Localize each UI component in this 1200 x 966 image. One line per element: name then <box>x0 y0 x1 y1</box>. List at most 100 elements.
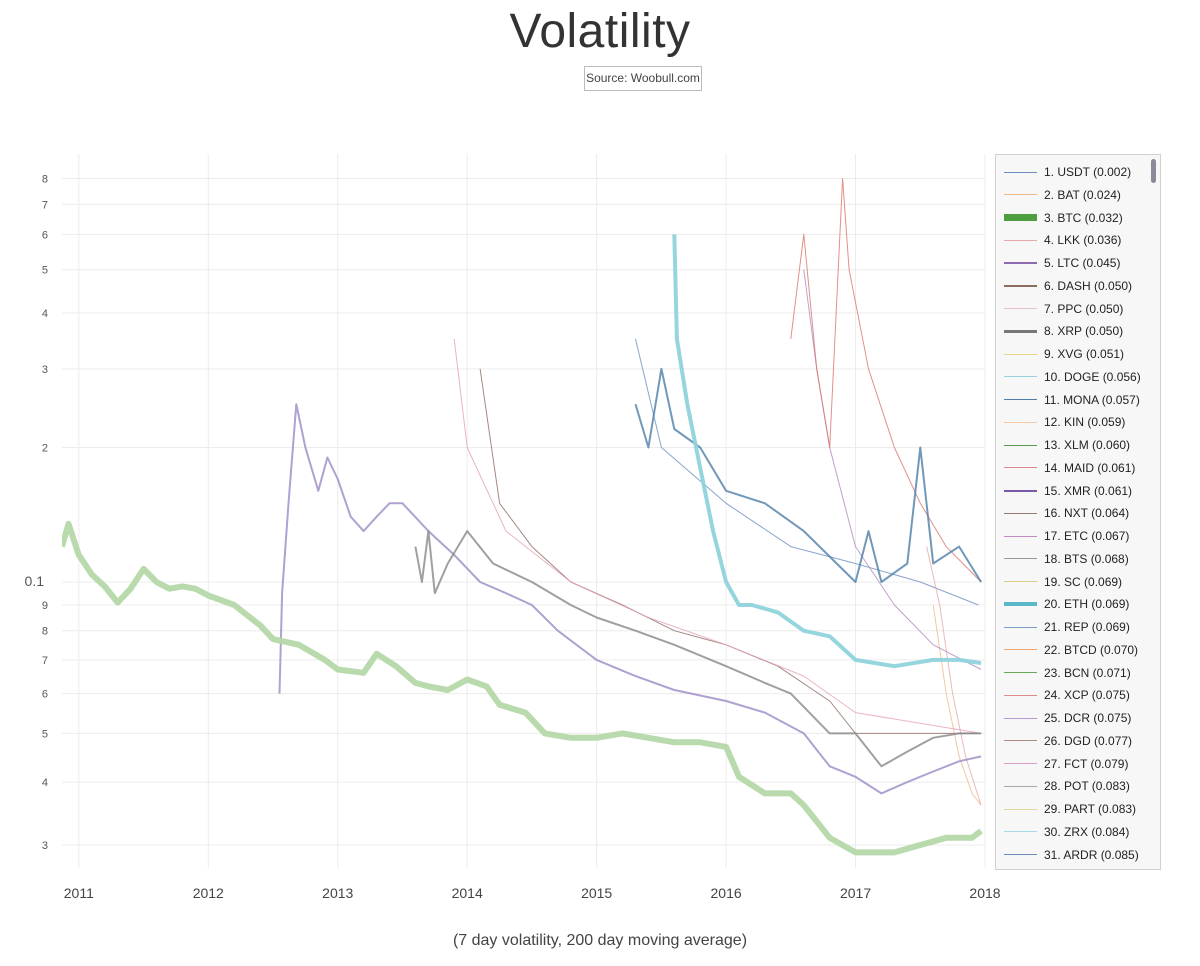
legend-label: 13. XLM (0.060) <box>1044 438 1131 452</box>
legend-swatch <box>1004 626 1037 628</box>
legend-label: 30. ZRX (0.084) <box>1044 824 1130 839</box>
legend-item[interactable]: 2. BAT (0.024) <box>1004 184 1121 206</box>
legend-swatch <box>1004 262 1037 264</box>
legend-label: 7. PPC (0.050) <box>1044 301 1124 316</box>
x-tick-label: 2018 <box>969 885 1000 901</box>
legend-label: 21. REP (0.069) <box>1044 620 1130 634</box>
legend-item[interactable]: 7. PPC (0.050) <box>1004 298 1123 320</box>
source-link[interactable]: Source: Woobull.com <box>584 66 702 91</box>
legend-item[interactable]: 14. MAID (0.061) <box>1004 457 1135 479</box>
series-line <box>634 367 982 583</box>
legend-item[interactable]: 5. LTC (0.045) <box>1004 252 1120 274</box>
legend-label: 12. KIN (0.059) <box>1044 415 1126 430</box>
legend-item[interactable]: 15. XMR (0.061) <box>1004 480 1132 502</box>
legend-item[interactable]: 29. PART (0.083) <box>1004 798 1136 820</box>
legend-scrollbar[interactable] <box>1151 159 1156 183</box>
legend-label: 10. DOGE (0.056) <box>1044 369 1141 384</box>
legend-item[interactable]: 13. XLM (0.060) <box>1004 434 1130 456</box>
legend-item[interactable]: 4. LKK (0.036) <box>1004 229 1121 251</box>
legend-item[interactable]: 9. XVG (0.051) <box>1004 343 1124 365</box>
legend-item[interactable]: 16. NXT (0.064) <box>1004 502 1129 524</box>
legend-swatch <box>1004 329 1037 333</box>
chart-title: Volatility <box>509 5 691 58</box>
legend-item[interactable]: 20. ETH (0.069) <box>1004 593 1129 615</box>
series-line <box>414 530 982 768</box>
legend-item[interactable]: 25. DCR (0.075) <box>1004 707 1131 729</box>
legend-item[interactable]: 17. ETC (0.067) <box>1004 525 1129 547</box>
legend-label: 17. ETC (0.067) <box>1044 529 1130 543</box>
legend-item[interactable]: 8. XRP (0.050) <box>1004 320 1123 342</box>
legend-label: 6. DASH (0.050) <box>1044 278 1133 293</box>
legend-label: 29. PART (0.083) <box>1044 802 1137 816</box>
legend-swatch <box>1004 717 1037 719</box>
legend-swatch <box>1004 353 1037 355</box>
legend-swatch <box>1004 171 1037 173</box>
x-tick-label: 2016 <box>711 885 742 901</box>
legend-item[interactable]: 19. SC (0.069) <box>1004 571 1122 593</box>
legend-swatch <box>1004 239 1037 241</box>
x-tick-label: 2014 <box>452 885 483 901</box>
legend-item[interactable]: 18. BTS (0.068) <box>1004 548 1129 570</box>
legend-swatch <box>1004 308 1037 309</box>
legend[interactable]: 1. USDT (0.002) 2. BAT (0.024) 3. BTC (0.0… <box>995 154 1161 870</box>
series-line <box>672 234 982 669</box>
legend-label: 31. ARDR (0.085) <box>1044 847 1139 862</box>
y-tick-label: 3 <box>42 840 48 852</box>
legend-item[interactable]: 27. FCT (0.079) <box>1004 753 1128 775</box>
series-line <box>926 546 982 806</box>
legend-item[interactable]: 11. MONA (0.057) <box>1004 389 1140 411</box>
legend-label: 2. BAT (0.024) <box>1044 187 1121 202</box>
y-tick-label: 7 <box>42 655 48 667</box>
legend-label: 1. USDT (0.002) <box>1044 165 1132 179</box>
legend-label: 8. XRP (0.050) <box>1044 324 1124 339</box>
series-line <box>790 178 982 583</box>
legend-label: 5. LTC (0.045) <box>1044 256 1121 270</box>
x-axis: 2011 2012 2013 2014 2015 2016 2017 2018 <box>64 885 1001 901</box>
legend-item[interactable]: 26. DGD (0.077) <box>1004 730 1132 752</box>
legend-item[interactable]: 23. BCN (0.071) <box>1004 662 1131 684</box>
legend-swatch <box>1004 672 1037 673</box>
legend-swatch <box>1004 649 1037 651</box>
legend-item[interactable]: 6. DASH (0.050) <box>1004 275 1132 297</box>
x-tick-label: 2015 <box>581 885 612 901</box>
y-tick-label: 0.1 <box>25 573 45 589</box>
legend-swatch <box>1004 785 1037 787</box>
legend-item[interactable]: 21. REP (0.069) <box>1004 616 1130 638</box>
y-tick-label: 5 <box>42 265 48 277</box>
legend-item[interactable]: 3. BTC (0.032) <box>1004 207 1123 229</box>
legend-swatch <box>1004 214 1037 221</box>
legend-item[interactable]: 30. ZRX (0.084) <box>1004 821 1129 843</box>
legend-swatch <box>1004 808 1037 810</box>
legend-swatch <box>1004 581 1037 582</box>
series-line <box>278 403 982 795</box>
legend-swatch <box>1004 421 1037 423</box>
legend-item[interactable]: 1. USDT (0.002) <box>1004 161 1131 183</box>
legend-label: 25. DCR (0.075) <box>1044 711 1132 725</box>
legend-item[interactable]: 10. DOGE (0.056) <box>1004 366 1141 388</box>
legend-item[interactable]: 12. KIN (0.059) <box>1004 411 1125 433</box>
x-tick-label: 2011 <box>64 885 94 901</box>
legend-label: 19. SC (0.069) <box>1044 574 1123 589</box>
legend-swatch <box>1004 284 1037 287</box>
y-tick-label: 7 <box>42 199 48 211</box>
series-line <box>803 269 982 670</box>
legend-swatch <box>1004 740 1037 742</box>
legend-label: 15. XMR (0.061) <box>1044 483 1133 498</box>
legend-label: 18. BTS (0.068) <box>1044 551 1129 566</box>
legend-label: 11. MONA (0.057) <box>1044 392 1140 407</box>
legend-swatch <box>1004 489 1037 492</box>
legend-swatch <box>1004 399 1037 400</box>
legend-swatch <box>1004 444 1037 446</box>
legend-swatch <box>1004 467 1037 469</box>
series-line <box>479 368 982 734</box>
y-tick-label: 2 <box>42 442 48 454</box>
legend-item[interactable]: 31. ARDR (0.085) <box>1004 844 1139 866</box>
legend-item[interactable]: 24. XCP (0.075) <box>1004 684 1130 706</box>
y-tick-label: 8 <box>42 626 48 638</box>
legend-swatch <box>1004 512 1037 514</box>
legend-swatch <box>1004 558 1037 560</box>
legend-label: 22. BTCD (0.070) <box>1044 642 1139 657</box>
legend-item[interactable]: 28. POT (0.083) <box>1004 775 1130 797</box>
legend-item[interactable]: 22. BTCD (0.070) <box>1004 639 1138 661</box>
legend-swatch <box>1004 194 1037 196</box>
